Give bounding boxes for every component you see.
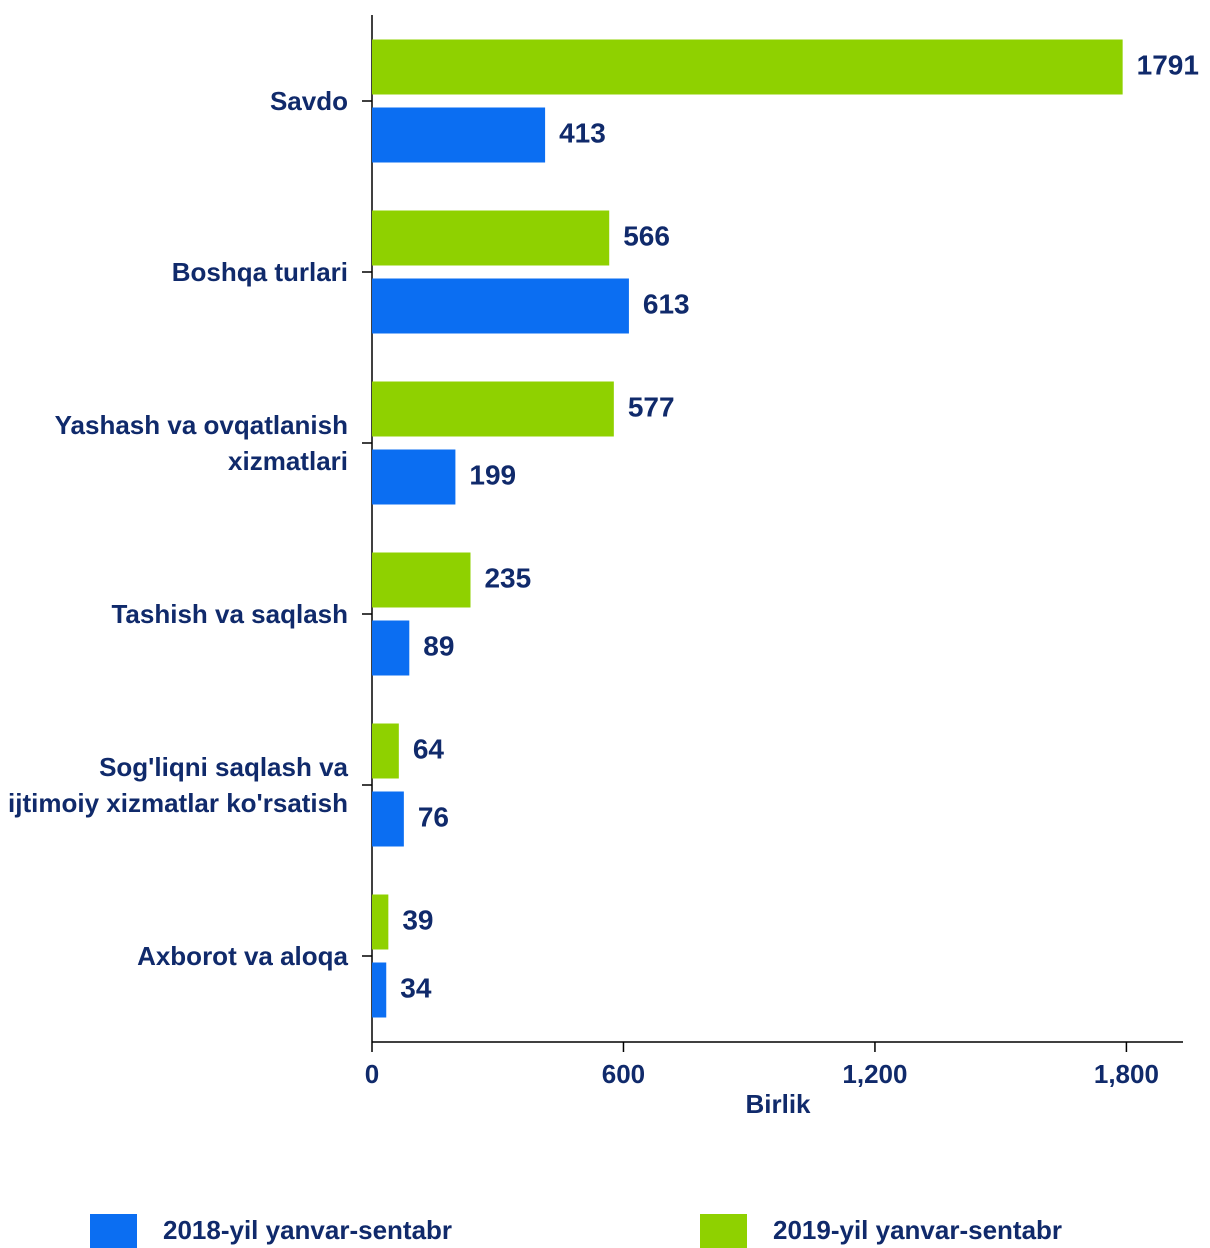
data-label: 89	[423, 630, 454, 661]
y-tick-label: Boshqa turlari	[171, 257, 348, 287]
y-tick-label: Sog'liqni saqlash va ijtimoiy xizmatlar …	[8, 752, 348, 818]
legend-swatch	[90, 1214, 137, 1248]
y-tick-label: Savdo	[269, 86, 348, 116]
bar	[372, 620, 410, 676]
data-label: 613	[643, 288, 690, 319]
data-label: 76	[418, 801, 449, 832]
data-label: 235	[484, 562, 531, 593]
data-label: 199	[469, 459, 516, 490]
bar	[372, 449, 456, 505]
x-tick-label: 1,200	[842, 1059, 907, 1089]
bar	[372, 381, 614, 437]
bar	[372, 210, 610, 266]
data-label: 39	[402, 904, 433, 935]
legend-label: 2019-yil yanvar-sentabr	[773, 1215, 1062, 1245]
legend-swatch	[700, 1214, 747, 1248]
data-label: 1791	[1137, 49, 1199, 80]
bar	[372, 894, 389, 950]
x-axis-label: Birlik	[745, 1089, 811, 1119]
y-tick-label: Tashish va saqlash	[111, 599, 348, 629]
data-label: 577	[628, 391, 675, 422]
data-label: 64	[413, 733, 445, 764]
x-tick-label: 0	[365, 1059, 379, 1089]
bar	[372, 723, 399, 779]
bar	[372, 552, 471, 608]
data-label: 34	[400, 972, 432, 1003]
x-tick-label: 1,800	[1094, 1059, 1159, 1089]
bar	[372, 962, 387, 1018]
bar	[372, 791, 404, 847]
bar	[372, 278, 629, 334]
y-tick-label: Axborot va aloqa	[137, 941, 348, 971]
bar	[372, 107, 546, 163]
legend-label: 2018-yil yanvar-sentabr	[163, 1215, 452, 1245]
data-label: 413	[559, 117, 606, 148]
y-tick-label: Yashash va ovqatlanish xizmatlari	[54, 410, 348, 476]
bar	[372, 39, 1123, 95]
data-label: 566	[623, 220, 670, 251]
x-tick-label: 600	[602, 1059, 645, 1089]
